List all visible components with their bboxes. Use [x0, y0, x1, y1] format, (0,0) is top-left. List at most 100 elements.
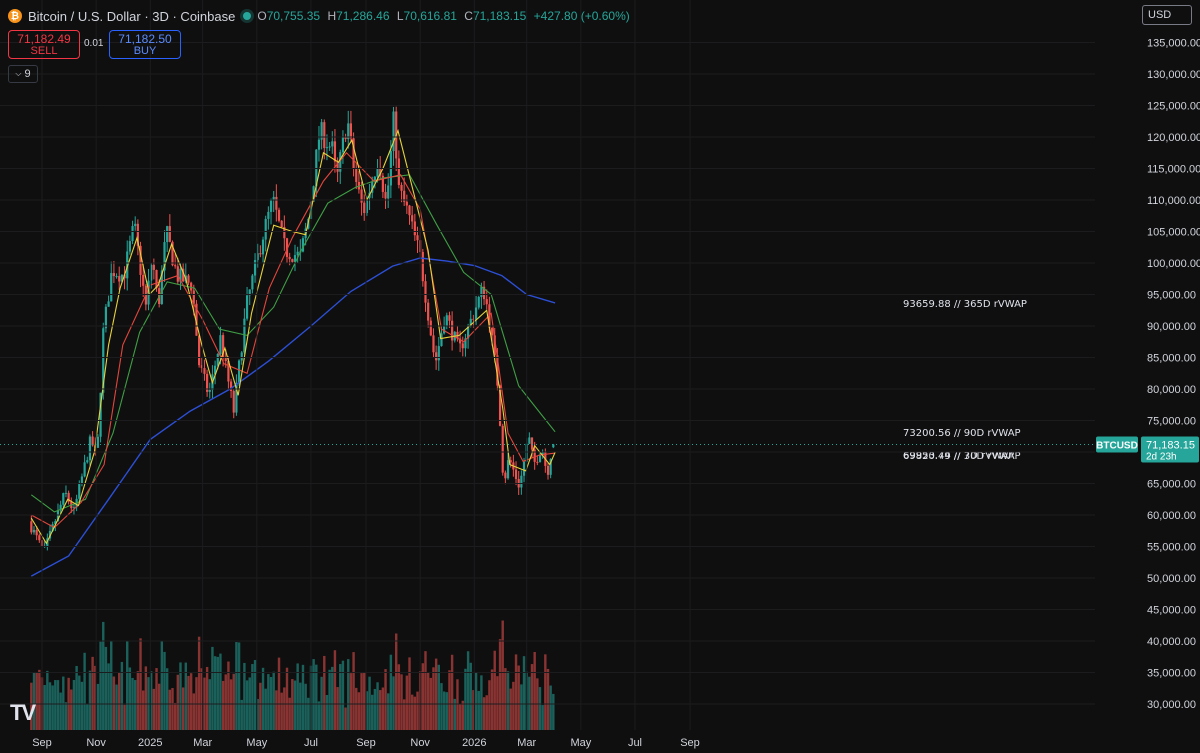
candle-body: [99, 392, 102, 437]
sell-button[interactable]: 71,182.49 SELL: [8, 30, 80, 59]
volume-bar: [408, 657, 411, 730]
volume-bar: [352, 652, 355, 730]
candle-body: [115, 276, 118, 278]
candle-body: [413, 221, 416, 236]
indicators-toggle[interactable]: ⌵ 9: [8, 65, 38, 83]
buy-price: 71,182.50: [118, 31, 172, 46]
candle-body: [530, 437, 534, 450]
series-end-label: 93659.88 // 365D rVWAP: [903, 299, 1027, 310]
volume-bar: [533, 652, 536, 730]
volume-bar: [259, 682, 262, 730]
candle-body: [514, 469, 518, 479]
volume-bar: [520, 684, 523, 730]
volume-bar: [394, 633, 398, 730]
candle-body: [59, 504, 62, 511]
candle-body: [131, 226, 134, 242]
candle-body: [62, 493, 65, 505]
currency-selector[interactable]: USD: [1142, 5, 1192, 25]
vwap-line: [30, 257, 556, 577]
candle-body: [206, 373, 209, 392]
symbol-title[interactable]: Bitcoin / U.S. Dollar · 3D · Coinbase: [28, 8, 236, 24]
price-tick-label: 105,000.00: [1147, 227, 1200, 239]
time-tick-label: 2025: [138, 737, 162, 749]
price-tick-label: 135,000.00: [1147, 38, 1200, 50]
volume-bar: [38, 669, 41, 730]
volume-bar: [458, 704, 462, 730]
volume-bar: [139, 638, 142, 730]
candle-body: [552, 444, 555, 448]
volume-bar: [482, 697, 486, 730]
volume-bar: [120, 661, 124, 730]
candle-body: [142, 274, 145, 286]
candle-body: [291, 259, 294, 262]
candle-body: [171, 241, 174, 266]
volume-bar: [397, 664, 401, 730]
candle-body: [405, 201, 408, 206]
candle-body: [293, 255, 297, 262]
volume-bar: [301, 664, 305, 730]
candle-body: [88, 436, 92, 461]
price-tick-label: 45,000.00: [1147, 605, 1196, 617]
price-tick-label: 130,000.00: [1147, 69, 1200, 81]
volume-bar: [517, 665, 520, 730]
candle-body: [30, 521, 33, 533]
candle-body: [51, 524, 54, 531]
candle-body: [221, 335, 225, 358]
price-tag-bg: [1141, 436, 1199, 463]
volume-bar: [299, 682, 302, 730]
candle-body: [536, 461, 539, 463]
volume-bar: [235, 642, 238, 730]
candle-body: [168, 226, 171, 242]
volume-bar: [54, 680, 57, 730]
candle-body: [150, 264, 153, 281]
volume-bar: [466, 651, 470, 730]
candle-body: [320, 122, 323, 140]
volume-bar: [304, 683, 307, 730]
volume-bar: [219, 653, 222, 730]
volume-bar: [152, 688, 156, 730]
volume-bar: [437, 664, 441, 730]
volume-bar: [134, 680, 137, 730]
volume-bar: [317, 701, 321, 730]
volume-bar: [272, 671, 275, 730]
volume-bar: [32, 672, 36, 730]
candle-body: [203, 368, 206, 374]
candle-body: [243, 318, 246, 353]
volume-bar: [325, 694, 329, 730]
price-tag-value: 71,183.15: [1146, 440, 1195, 452]
buy-button[interactable]: 71,182.50 BUY: [109, 30, 181, 59]
candle-body: [347, 123, 350, 140]
volume-bar: [365, 691, 369, 730]
volume-bar: [70, 689, 73, 730]
volume-bar: [312, 659, 315, 730]
candle-body: [48, 530, 52, 539]
tradingview-logo-icon[interactable]: TV: [10, 700, 36, 725]
candle-body: [261, 239, 265, 255]
volume-bar: [168, 689, 172, 730]
candle-body: [333, 141, 337, 162]
volume-bar: [189, 673, 193, 730]
volume-bar: [91, 656, 94, 730]
volume-bar: [187, 675, 190, 730]
candle-body: [240, 352, 243, 361]
bitcoin-icon: ₿: [8, 9, 22, 23]
volume-bar: [216, 656, 219, 730]
candle-body: [104, 306, 108, 329]
volume-bar: [165, 668, 169, 730]
candle-body: [227, 361, 230, 382]
volume-bar: [421, 663, 425, 730]
candle-body: [288, 256, 291, 260]
close-value: 71,183.15: [472, 9, 527, 23]
candle-body: [312, 186, 315, 202]
candle-body: [67, 492, 70, 502]
candle-body: [107, 301, 110, 307]
volume-bar: [474, 672, 478, 730]
high-label: H: [327, 9, 337, 23]
candle-body: [214, 365, 217, 375]
candle-body: [155, 269, 158, 289]
volume-bar: [544, 654, 547, 730]
candle-body: [110, 273, 113, 302]
volume-bar: [485, 695, 488, 730]
open-value: 70,755.35: [266, 9, 321, 23]
